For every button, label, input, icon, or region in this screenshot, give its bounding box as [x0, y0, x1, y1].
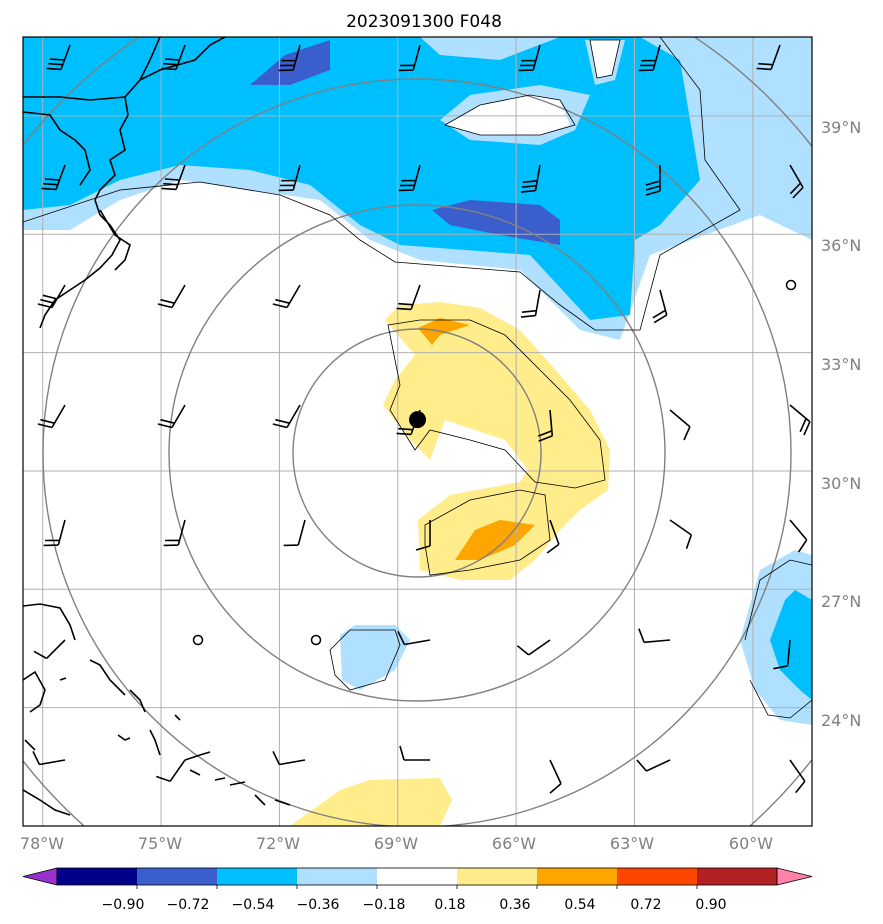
- wind-barb: [789, 404, 811, 436]
- colorbar-tick: −0.36: [297, 897, 340, 913]
- lon-tick-labels: 78°W 75°W 72°W 69°W 66°W 63°W 60°W: [20, 834, 773, 853]
- colorbar-segment: [137, 868, 218, 885]
- wind-barb: [278, 164, 301, 192]
- lon-label: 66°W: [492, 834, 536, 853]
- wind-barb: [157, 404, 186, 429]
- calm-markers: [192, 279, 797, 646]
- wind-barb: [518, 44, 541, 72]
- anomaly-fill-negative: [23, 37, 812, 725]
- wind-barb: [397, 631, 431, 646]
- colorbar-tick: 0.72: [630, 897, 661, 913]
- lat-label: 27°N: [821, 592, 861, 611]
- wind-barb: [41, 164, 66, 191]
- lat-label: 39°N: [821, 118, 861, 137]
- colorbar-tick: −0.54: [232, 897, 275, 913]
- colorbar-segment: [617, 868, 698, 885]
- wind-barb: [415, 520, 431, 551]
- wind-barbs: [32, 44, 811, 794]
- lon-label: 69°W: [374, 834, 418, 853]
- colorbar-segment: [297, 868, 378, 885]
- lon-label: 72°W: [256, 834, 300, 853]
- colorbar-extend-low: [22, 867, 58, 886]
- wind-barb: [283, 519, 306, 547]
- colorbar-segment: [57, 868, 138, 885]
- map-title: 2023091300 F048: [346, 12, 502, 32]
- colorbar-segment: [537, 868, 618, 885]
- wind-barb: [37, 404, 66, 429]
- wind-barb: [37, 284, 66, 309]
- wind-barb: [33, 639, 66, 660]
- lon-label: 63°W: [610, 834, 654, 853]
- wind-barb: [546, 519, 560, 554]
- wind-barb: [272, 751, 306, 766]
- wind-barb: [163, 519, 186, 547]
- wind-barb: [789, 519, 808, 553]
- wind-barb: [789, 164, 804, 199]
- coastline: [23, 37, 291, 816]
- wind-barb: [399, 745, 430, 761]
- contour-lines: [23, 37, 812, 719]
- wind-barb: [669, 519, 693, 549]
- wind-barb: [549, 759, 562, 794]
- wind-barb: [638, 628, 671, 644]
- wind-barb: [516, 639, 551, 656]
- wind-barb: [43, 519, 66, 547]
- wind-barb: [156, 759, 186, 783]
- wind-barb: [157, 284, 186, 309]
- wind-barb: [756, 44, 781, 71]
- lat-label: 33°N: [821, 355, 861, 374]
- lat-label: 30°N: [821, 474, 861, 493]
- wind-barb: [669, 409, 691, 441]
- wind-barb: [789, 759, 806, 794]
- wind-barb: [537, 409, 554, 442]
- colorbar-tick: 0.18: [434, 897, 465, 913]
- colorbar-segment: [697, 868, 778, 885]
- wind-barb: [161, 44, 186, 71]
- wind-barb: [520, 164, 541, 193]
- lat-label: 36°N: [821, 236, 861, 255]
- wind-barb: [520, 289, 541, 318]
- colorbar-outline: [56, 867, 778, 886]
- colorbar-tick: −0.72: [167, 897, 210, 913]
- wind-barb: [652, 289, 668, 324]
- colorbar-extend-high: [776, 867, 813, 886]
- colorbar: [22, 867, 813, 889]
- wind-barb: [773, 639, 791, 670]
- colorbar-tick-labels: −0.90 −0.72 −0.54 −0.36 −0.18 0.18 0.36 …: [102, 897, 727, 913]
- map-frame: [22, 36, 813, 827]
- wind-barb: [278, 44, 301, 72]
- lat-label: 24°N: [821, 711, 861, 730]
- wind-barb: [46, 44, 71, 71]
- wind-barb: [636, 759, 671, 772]
- wind-barb: [398, 164, 421, 192]
- lat-tick-labels: 39°N 36°N 33°N 30°N 27°N 24°N: [821, 118, 861, 730]
- wind-barb: [396, 284, 421, 311]
- lon-label: 75°W: [138, 834, 182, 853]
- wind-barb: [645, 165, 661, 196]
- wind-barb: [272, 284, 301, 309]
- colorbar-tick: 0.54: [564, 897, 595, 913]
- lon-label: 78°W: [20, 834, 64, 853]
- colorbar-segment: [217, 868, 298, 885]
- colorbar-tick: −0.18: [363, 897, 406, 913]
- wind-barb: [638, 44, 661, 72]
- storm-center-marker: [409, 411, 426, 429]
- colorbar-tick: 0.36: [499, 897, 530, 913]
- colorbar-tick: 0.90: [695, 897, 726, 913]
- wind-barb: [32, 751, 66, 766]
- colorbar-segment: [457, 868, 538, 885]
- graticule: [23, 37, 812, 826]
- colorbar-tick: −0.90: [102, 897, 145, 913]
- colorbar-segment: [377, 868, 458, 885]
- wind-barb: [398, 44, 421, 72]
- wind-barb: [272, 404, 301, 429]
- wind-barb: [161, 164, 186, 191]
- lon-label: 60°W: [729, 834, 773, 853]
